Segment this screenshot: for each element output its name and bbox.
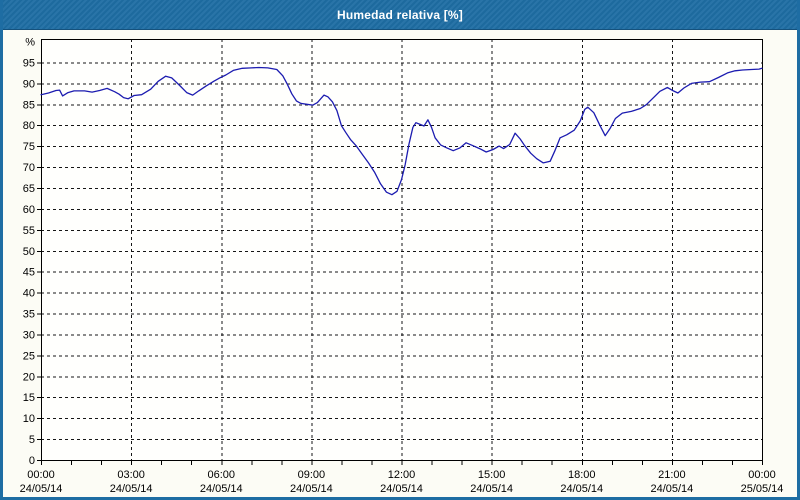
y-tick-label: 55 <box>23 225 35 237</box>
y-unit-label: % <box>25 37 35 49</box>
y-tick-label: 35 <box>23 309 35 321</box>
y-tick-label: 85 <box>23 99 35 111</box>
chart-title: Humedad relativa [%] <box>336 7 464 22</box>
x-tick-date-label: 24/05/14 <box>650 483 693 495</box>
x-axis-labels: 00:00 24/05/14 03:00 24/05/14 06:00 24/05/14 0… <box>20 469 784 495</box>
x-tick-date-label: 24/05/14 <box>200 483 243 495</box>
y-tick-label: 70 <box>23 162 35 174</box>
x-tick-time-label: 03:00 <box>117 469 145 481</box>
y-tick-label: 65 <box>23 183 35 195</box>
series-line <box>40 66 763 196</box>
x-tick-date-label: 24/05/14 <box>20 483 63 495</box>
y-tick-label: 60 <box>23 204 35 216</box>
y-tick-label: 75 <box>23 141 35 153</box>
x-tick-time-label: 00:00 <box>748 469 776 481</box>
x-tick-time-label: 09:00 <box>298 469 326 481</box>
y-tick-label: 25 <box>23 350 35 362</box>
y-tick-label: 50 <box>23 246 35 258</box>
x-tick-date-label: 24/05/14 <box>470 483 513 495</box>
humidity-line-chart: %959085807570656055504540353025201510500… <box>20 37 784 495</box>
y-tick-label: 45 <box>23 267 35 279</box>
x-tick-date-label: 24/05/14 <box>110 483 153 495</box>
y-tick-label: 30 <box>23 329 35 341</box>
x-tick-date-label: 24/05/14 <box>560 483 603 495</box>
x-tick-date-label: 24/05/14 <box>380 483 423 495</box>
gridlines <box>41 39 762 460</box>
y-tick-label: 0 <box>29 455 35 467</box>
x-tick-time-label: 12:00 <box>388 469 416 481</box>
y-tick-label: 10 <box>23 413 35 425</box>
y-tick-label: 80 <box>23 120 35 132</box>
y-tick-label: 15 <box>23 392 35 404</box>
x-tick-time-label: 21:00 <box>658 469 686 481</box>
title-bar: Humedad relativa [%] <box>3 0 797 30</box>
x-tick-date-label: 25/05/14 <box>741 483 784 495</box>
y-tick-label: 20 <box>23 371 35 383</box>
x-tick-time-label: 00:00 <box>27 469 55 481</box>
x-tick-time-label: 06:00 <box>207 469 235 481</box>
plot-border <box>41 39 763 461</box>
x-tick-date-label: 24/05/14 <box>290 483 333 495</box>
y-tick-label: 90 <box>23 78 35 90</box>
y-tick-label: 95 <box>23 57 35 69</box>
y-tick-label: 5 <box>29 434 35 446</box>
y-tick-label: 40 <box>23 288 35 300</box>
x-tick-time-label: 15:00 <box>478 469 506 481</box>
x-tick-time-label: 18:00 <box>568 469 596 481</box>
